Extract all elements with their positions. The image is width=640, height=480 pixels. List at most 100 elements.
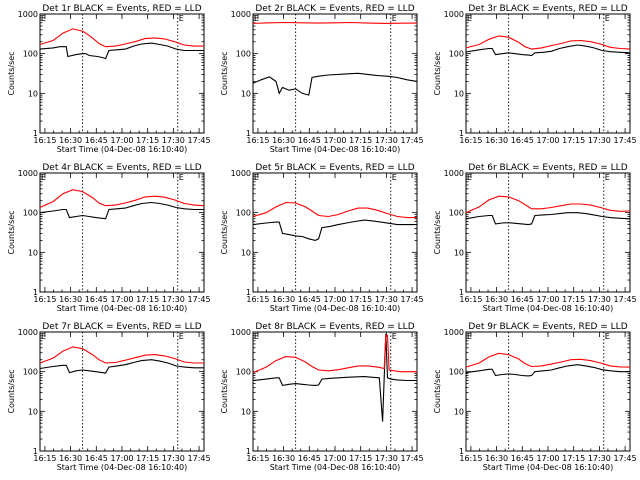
x-axis-label: Start Time (04-Dec-08 16:10:40) bbox=[270, 463, 401, 472]
series-line-events bbox=[39, 42, 204, 60]
x-tick-label: 16:15 bbox=[33, 454, 56, 463]
y-tick-label: 1000 bbox=[231, 169, 251, 178]
corner-marker-label: E bbox=[467, 332, 472, 341]
x-tick-label: 17:30 bbox=[375, 295, 398, 304]
plot-frame bbox=[465, 331, 631, 452]
x-tick-label: 17:30 bbox=[588, 136, 611, 145]
x-tick-label: 16:45 bbox=[298, 295, 321, 304]
x-tick-label: 16:15 bbox=[246, 454, 269, 463]
series-line-lld bbox=[252, 21, 418, 24]
series-line-lld bbox=[39, 346, 204, 364]
y-tick-label: 100 bbox=[236, 50, 251, 59]
y-axis-label: Counts/sec bbox=[220, 210, 229, 254]
x-tick-label: 16:30 bbox=[272, 295, 295, 304]
y-tick-label: 1 bbox=[459, 447, 464, 456]
series-line-lld bbox=[252, 201, 417, 219]
y-tick-label: 1000 bbox=[18, 328, 38, 337]
y-tick-label: 10 bbox=[454, 89, 464, 98]
x-tick-label: 16:15 bbox=[33, 136, 56, 145]
series-line-events bbox=[465, 44, 631, 57]
y-tick-label: 1000 bbox=[444, 328, 464, 337]
x-tick-label: 17:30 bbox=[162, 136, 185, 145]
plot-frame bbox=[39, 172, 205, 293]
x-tick-label: 17:45 bbox=[614, 295, 637, 304]
y-axis-label: Counts/sec bbox=[7, 210, 16, 254]
plot-frame bbox=[465, 13, 631, 134]
series-line-lld bbox=[39, 189, 205, 209]
detector-panel-2: Det 2r BLACK = Events, RED = LLD 1 10 100 10… bbox=[220, 4, 424, 154]
x-tick-label: 17:00 bbox=[536, 454, 559, 463]
y-tick-label: 1000 bbox=[18, 10, 38, 19]
corner-marker-label: E bbox=[41, 14, 46, 23]
time-marker-label: E bbox=[179, 14, 184, 23]
x-tick-label: 16:45 bbox=[511, 454, 534, 463]
corner-marker-label: E bbox=[467, 173, 472, 182]
corner-marker-label: E bbox=[254, 14, 259, 23]
panel-title: Det 5r BLACK = Events, RED = LLD bbox=[255, 163, 414, 173]
y-axis-label: Counts/sec bbox=[220, 369, 229, 413]
y-tick-label: 1 bbox=[246, 288, 251, 297]
x-tick-label: 16:15 bbox=[459, 295, 482, 304]
x-tick-label: 16:15 bbox=[459, 136, 482, 145]
x-tick-label: 16:15 bbox=[246, 295, 269, 304]
y-tick-label: 10 bbox=[28, 248, 38, 257]
x-tick-label: 17:15 bbox=[349, 295, 372, 304]
y-tick-label: 10 bbox=[28, 407, 38, 416]
series-line-events bbox=[465, 364, 630, 377]
series-line-lld bbox=[465, 195, 631, 214]
x-tick-label: 16:30 bbox=[485, 454, 508, 463]
y-tick-label: 10 bbox=[241, 248, 251, 257]
series-line-events bbox=[39, 201, 204, 220]
x-tick-label: 17:45 bbox=[614, 136, 637, 145]
x-axis-label: Start Time (04-Dec-08 16:10:40) bbox=[57, 463, 188, 472]
y-axis-label: Counts/sec bbox=[433, 369, 442, 413]
corner-marker-label: E bbox=[467, 14, 472, 23]
y-tick-label: 1 bbox=[33, 447, 38, 456]
x-tick-label: 16:30 bbox=[485, 295, 508, 304]
x-tick-label: 17:15 bbox=[562, 454, 585, 463]
detector-panel-9: Det 9r BLACK = Events, RED = LLD 1 10 100 10… bbox=[433, 322, 637, 472]
detector-panel-4: Det 4r BLACK = Events, RED = LLD 1 10 100 10… bbox=[7, 163, 211, 313]
x-tick-label: 16:45 bbox=[511, 136, 534, 145]
x-tick-label: 16:45 bbox=[511, 295, 534, 304]
time-marker-label: E bbox=[179, 332, 184, 341]
time-marker-label: E bbox=[179, 173, 184, 182]
y-tick-label: 1 bbox=[459, 129, 464, 138]
x-tick-label: 17:30 bbox=[588, 454, 611, 463]
x-tick-label: 17:15 bbox=[136, 454, 159, 463]
x-tick-label: 17:15 bbox=[136, 136, 159, 145]
y-tick-label: 1000 bbox=[444, 169, 464, 178]
panel-title: Det 8r BLACK = Events, RED = LLD bbox=[255, 322, 414, 332]
x-tick-label: 17:00 bbox=[323, 295, 346, 304]
panel-title: Det 9r BLACK = Events, RED = LLD bbox=[468, 322, 627, 332]
plot-frame bbox=[252, 172, 418, 293]
series-line-events bbox=[465, 212, 631, 226]
detector-panel-8: Det 8r BLACK = Events, RED = LLD 1 10 100 10… bbox=[220, 322, 424, 472]
y-tick-label: 10 bbox=[454, 407, 464, 416]
panel-title: Det 4r BLACK = Events, RED = LLD bbox=[42, 163, 201, 173]
y-tick-label: 10 bbox=[28, 89, 38, 98]
y-axis-label: Counts/sec bbox=[7, 369, 16, 413]
corner-marker-label: E bbox=[254, 332, 259, 341]
y-tick-label: 1000 bbox=[231, 328, 251, 337]
y-tick-label: 1 bbox=[33, 129, 38, 138]
panel-title: Det 7r BLACK = Events, RED = LLD bbox=[42, 322, 201, 332]
x-axis-label: Start Time (04-Dec-08 16:10:40) bbox=[270, 304, 401, 313]
y-tick-label: 100 bbox=[236, 368, 251, 377]
x-tick-label: 17:30 bbox=[375, 136, 398, 145]
plot-frame bbox=[252, 331, 418, 452]
x-tick-label: 16:30 bbox=[59, 295, 82, 304]
y-tick-label: 1 bbox=[33, 288, 38, 297]
series-line-events bbox=[39, 359, 204, 374]
y-tick-label: 10 bbox=[241, 89, 251, 98]
panel-title: Det 1r BLACK = Events, RED = LLD bbox=[42, 4, 201, 14]
y-tick-label: 10 bbox=[454, 248, 464, 257]
x-tick-label: 17:45 bbox=[401, 136, 424, 145]
x-tick-label: 16:30 bbox=[272, 454, 295, 463]
x-tick-label: 16:15 bbox=[246, 136, 269, 145]
x-tick-label: 17:45 bbox=[401, 454, 424, 463]
panel-title: Det 3r BLACK = Events, RED = LLD bbox=[468, 4, 627, 14]
plot-frame bbox=[465, 172, 631, 293]
y-tick-label: 1 bbox=[246, 447, 251, 456]
